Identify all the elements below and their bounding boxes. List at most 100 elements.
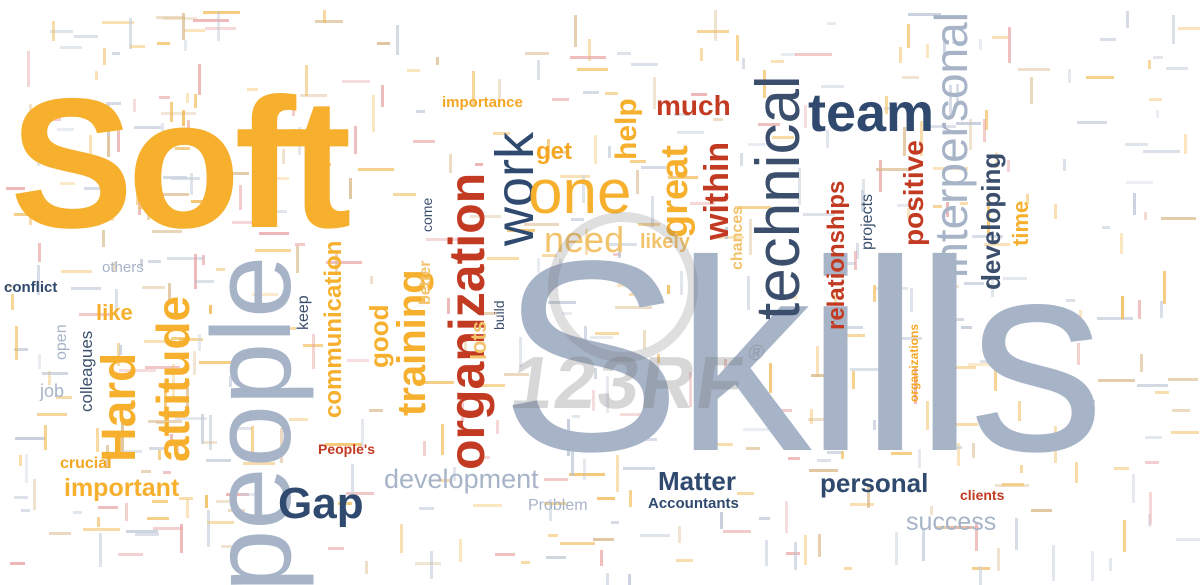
micro-word-mark — [1163, 271, 1166, 304]
word-developing: developing — [976, 152, 1006, 290]
micro-word-mark — [834, 291, 837, 304]
micro-word-mark — [964, 282, 984, 285]
micro-word-mark — [295, 243, 305, 246]
micro-word-mark — [475, 163, 483, 166]
micro-word-mark — [393, 193, 416, 196]
micro-word-mark — [83, 528, 120, 531]
micro-word-mark — [25, 454, 28, 483]
micro-word-mark — [315, 20, 343, 23]
micro-word-mark — [298, 127, 301, 155]
micro-word-mark — [153, 527, 183, 530]
micro-word-mark — [788, 457, 800, 460]
micro-word-mark — [60, 46, 82, 49]
micro-word-mark — [646, 384, 663, 387]
micro-word-mark — [758, 123, 780, 126]
micro-word-mark — [179, 338, 203, 341]
micro-word-mark — [424, 381, 454, 384]
micro-word-mark — [193, 19, 229, 22]
micro-word-mark — [697, 30, 729, 33]
micro-word-mark — [597, 497, 615, 500]
micro-word-mark — [714, 10, 717, 41]
micro-word-mark — [933, 205, 942, 208]
micro-word-mark — [187, 120, 190, 144]
micro-word-mark — [191, 200, 227, 203]
micro-word-mark — [605, 92, 618, 95]
micro-word-mark — [15, 437, 45, 440]
micro-word-mark — [817, 459, 831, 462]
word-build: build — [491, 300, 507, 330]
micro-word-mark — [168, 283, 171, 304]
micro-word-mark — [79, 313, 111, 316]
micro-word-mark — [103, 48, 106, 65]
micro-word-mark — [903, 127, 906, 156]
micro-word-mark — [507, 229, 535, 232]
micro-word-mark — [818, 534, 821, 557]
micro-word-mark — [547, 139, 550, 159]
word-good: good — [364, 304, 394, 368]
micro-word-mark — [945, 446, 962, 449]
micro-word-mark — [119, 345, 122, 355]
micro-word-mark — [725, 227, 728, 239]
micro-word-mark — [749, 219, 752, 255]
micro-word-mark — [449, 154, 452, 173]
micro-word-mark — [135, 533, 159, 536]
micro-word-mark — [400, 524, 403, 553]
micro-word-mark — [142, 286, 165, 289]
micro-word-mark — [641, 166, 666, 169]
micro-word-mark — [1172, 15, 1175, 44]
micro-word-mark — [677, 131, 704, 134]
micro-word-mark — [952, 41, 964, 44]
micro-word-mark — [826, 130, 829, 148]
word-people: people — [189, 255, 314, 585]
micro-word-mark — [918, 449, 921, 468]
micro-word-mark — [920, 121, 923, 156]
micro-word-mark — [760, 409, 792, 412]
micro-word-mark — [52, 21, 55, 41]
micro-word-mark — [634, 438, 657, 441]
micro-word-mark — [839, 262, 856, 265]
word-conflict: conflict — [4, 279, 58, 296]
micro-word-mark — [1077, 121, 1107, 124]
micro-word-mark — [1126, 11, 1129, 28]
micro-word-mark — [484, 312, 497, 315]
micro-word-mark — [163, 176, 187, 179]
word-relationships: relationships — [823, 180, 850, 330]
micro-word-mark — [171, 337, 190, 340]
micro-word-mark — [282, 149, 285, 164]
word-lots: lots — [466, 320, 491, 360]
micro-word-mark — [1102, 226, 1110, 229]
micro-word-mark — [106, 102, 121, 105]
micro-word-mark — [943, 38, 946, 59]
micro-word-mark — [216, 268, 225, 271]
micro-word-mark — [230, 427, 252, 430]
micro-word-mark — [147, 517, 169, 520]
micro-word-mark — [712, 289, 715, 310]
micro-word-mark — [175, 417, 207, 420]
micro-word-mark — [1145, 461, 1159, 464]
micro-word-mark — [453, 467, 456, 481]
micro-word-mark — [1003, 277, 1027, 280]
micro-word-mark — [867, 484, 870, 508]
micro-word-mark — [724, 359, 727, 377]
micro-word-mark — [186, 388, 189, 411]
micro-word-mark — [577, 68, 608, 71]
micro-word-mark — [74, 35, 98, 38]
micro-word-mark — [600, 550, 603, 566]
micro-word-mark — [381, 85, 384, 107]
micro-word-mark — [232, 332, 252, 335]
micro-word-mark — [1178, 27, 1200, 30]
word-positive: positive — [898, 140, 929, 246]
micro-word-mark — [997, 548, 1000, 571]
micro-word-mark — [938, 409, 941, 434]
micro-word-mark — [1079, 310, 1082, 332]
micro-word-mark — [193, 351, 196, 375]
micro-word-mark — [415, 562, 441, 565]
word-gap: Gap — [278, 479, 364, 528]
micro-word-mark — [44, 425, 47, 450]
micro-word-mark — [1100, 38, 1116, 41]
micro-word-mark — [107, 128, 110, 157]
micro-word-mark — [498, 79, 501, 102]
micro-word-mark — [42, 372, 68, 375]
word-job: job — [40, 381, 65, 401]
micro-word-mark — [808, 418, 826, 421]
